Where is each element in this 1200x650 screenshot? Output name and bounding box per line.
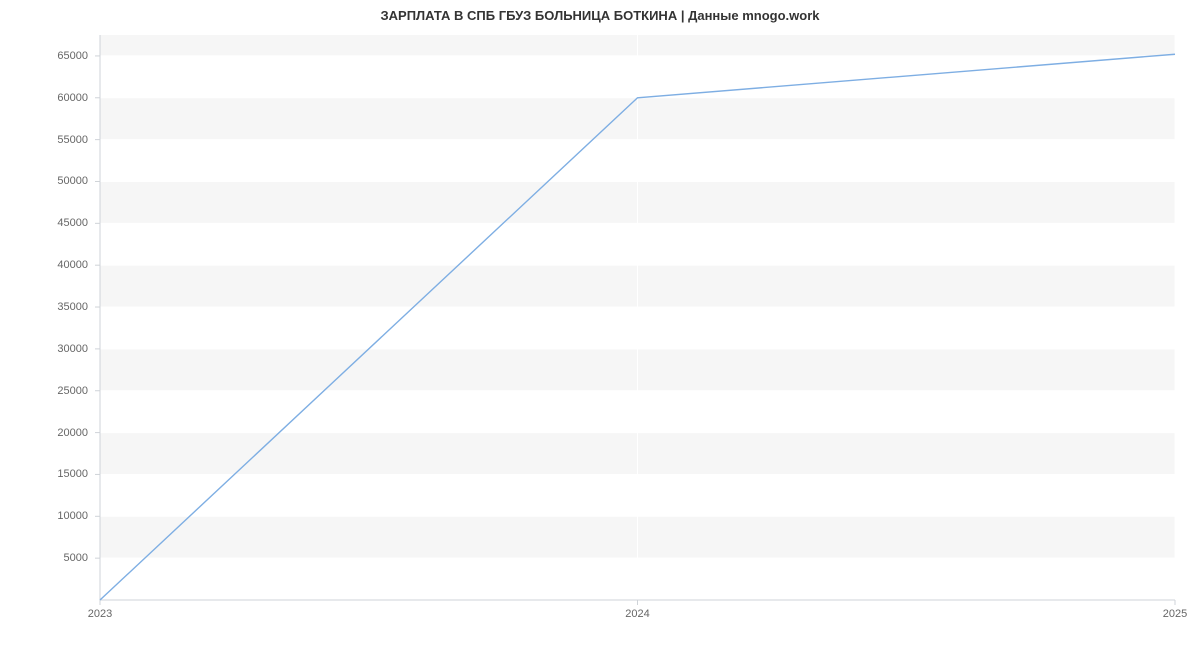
y-tick-label: 40000: [0, 259, 88, 271]
y-tick-label: 15000: [0, 468, 88, 480]
y-tick-label: 20000: [0, 427, 88, 439]
y-tick-label: 55000: [0, 134, 88, 146]
y-tick-label: 5000: [0, 552, 88, 564]
plot-area: [100, 35, 1175, 600]
y-tick-label: 45000: [0, 217, 88, 229]
line-chart: ЗАРПЛАТА В СПБ ГБУЗ БОЛЬНИЦА БОТКИНА | Д…: [0, 0, 1200, 650]
y-tick-label: 60000: [0, 92, 88, 104]
y-tick-label: 50000: [0, 175, 88, 187]
y-tick-label: 10000: [0, 510, 88, 522]
x-tick-label: 2024: [625, 608, 649, 620]
x-tick-label: 2023: [88, 608, 112, 620]
y-tick-label: 30000: [0, 343, 88, 355]
y-tick-label: 25000: [0, 385, 88, 397]
x-tick-label: 2025: [1163, 608, 1187, 620]
chart-title: ЗАРПЛАТА В СПБ ГБУЗ БОЛЬНИЦА БОТКИНА | Д…: [0, 8, 1200, 23]
y-tick-label: 35000: [0, 301, 88, 313]
chart-svg: [100, 35, 1175, 600]
y-tick-label: 65000: [0, 50, 88, 62]
